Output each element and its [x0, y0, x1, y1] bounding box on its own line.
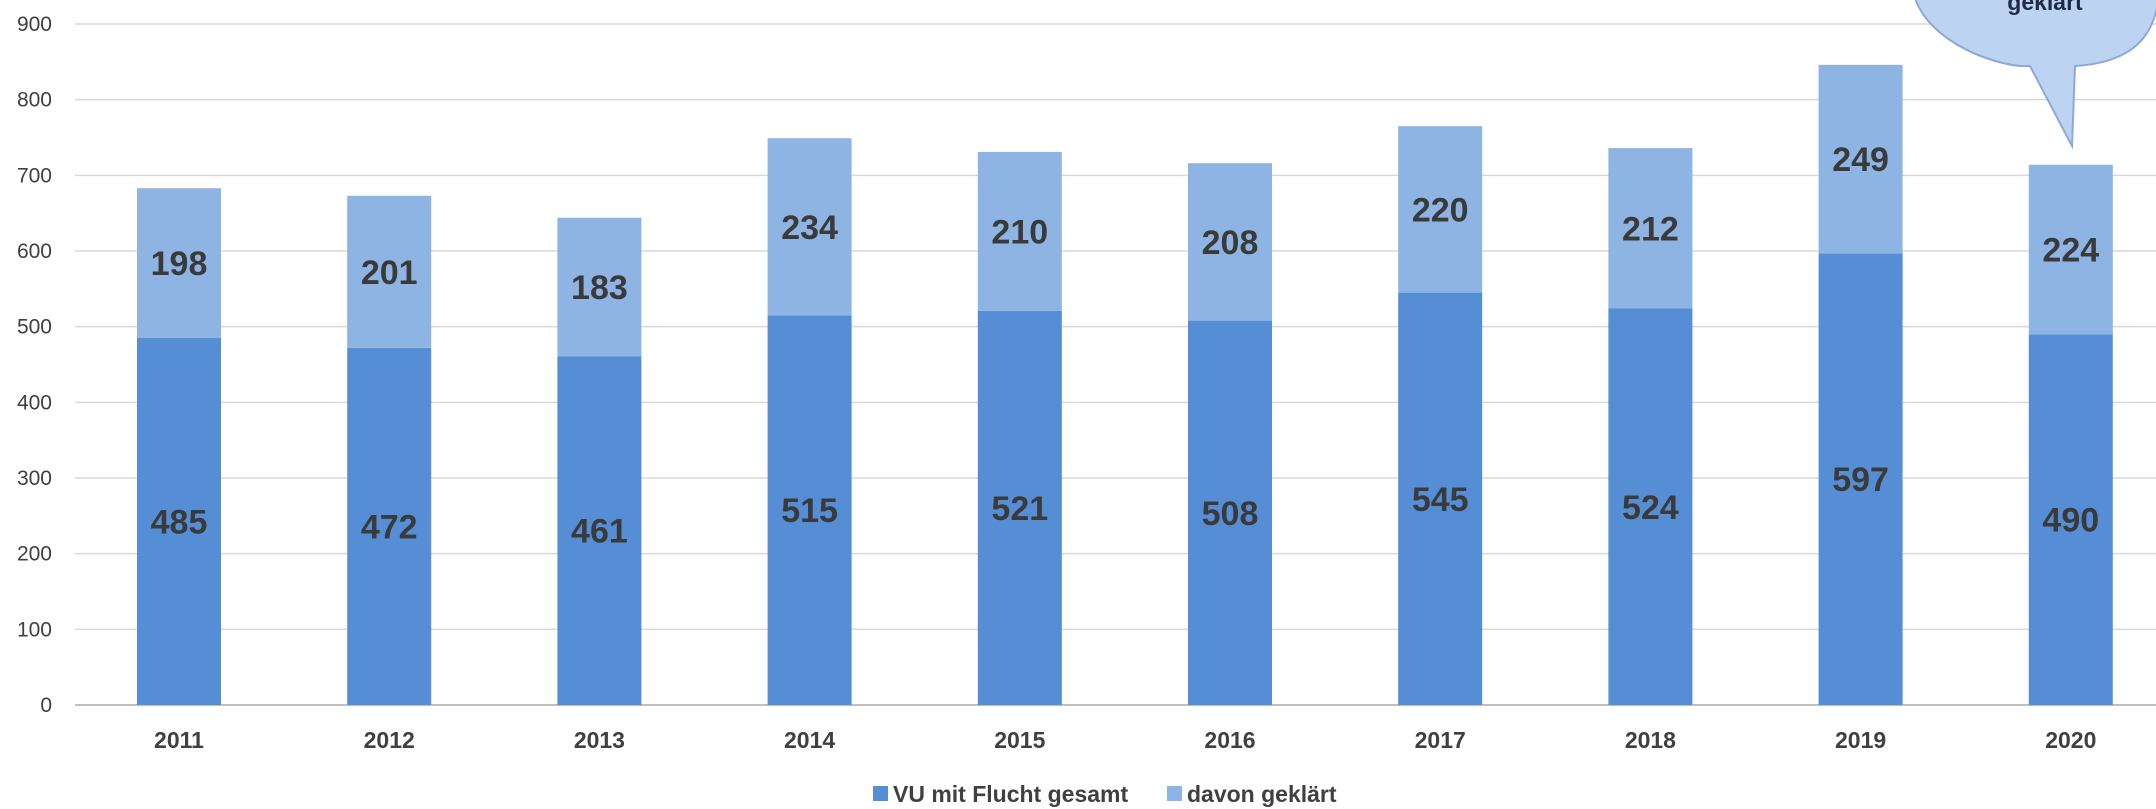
bar-segment-gesamt [137, 338, 221, 705]
data-label-geklaert: 220 [1412, 191, 1469, 229]
bar-segment-gesamt [347, 347, 432, 705]
bar-segment-geklaert [137, 188, 221, 339]
x-tick-label: 2014 [784, 727, 835, 753]
data-label-geklaert: 198 [151, 245, 208, 283]
legend-label: davon geklärt [1187, 781, 1337, 807]
data-label-geklaert: 210 [991, 213, 1048, 251]
y-tick-label: 700 [17, 164, 52, 187]
x-tick-label: 2017 [1415, 727, 1466, 753]
data-label-geklaert: 183 [571, 269, 628, 307]
x-tick-label: 2015 [994, 727, 1045, 753]
bar-segment-gesamt [1608, 308, 1693, 705]
y-tick-label: 0 [40, 694, 52, 717]
y-tick-label: 300 [17, 467, 52, 490]
bar-segment-gesamt [1818, 253, 1903, 705]
callout-label: geklärt [2007, 0, 2083, 15]
bar-segment-geklaert [977, 151, 1062, 311]
bar-segment-gesamt [767, 315, 852, 705]
x-tick-label: 2011 [154, 727, 204, 753]
data-label-geklaert: 208 [1202, 224, 1259, 262]
legend-swatch [873, 786, 888, 801]
bar-segment-geklaert [347, 195, 432, 348]
data-label-gesamt: 461 [571, 513, 628, 551]
bar-segment-geklaert [557, 217, 642, 357]
bar-segment-geklaert [1818, 64, 1903, 254]
bar-segment-geklaert [1398, 126, 1483, 293]
data-label-gesamt: 490 [2042, 502, 2099, 540]
bar-segment-gesamt [1398, 292, 1483, 705]
data-label-geklaert: 234 [781, 209, 838, 247]
data-label-geklaert: 212 [1622, 210, 1679, 248]
bar-segment-geklaert [1188, 163, 1272, 321]
x-tick-label: 2013 [574, 727, 625, 753]
y-tick-label: 500 [17, 316, 52, 339]
data-label-gesamt: 508 [1202, 495, 1259, 533]
bar-segment-gesamt [1188, 320, 1272, 705]
data-label-geklaert: 249 [1832, 141, 1889, 179]
data-label-gesamt: 472 [361, 508, 418, 546]
data-label-gesamt: 597 [1832, 461, 1889, 499]
data-label-gesamt: 515 [781, 492, 838, 530]
bars: 485 198 472 201 461 183 515 234 521 210 508 208 545 2… [137, 64, 2113, 705]
bar-segment-gesamt [977, 310, 1062, 705]
callout-shape [1914, 0, 2156, 150]
legend-swatch [1167, 786, 1182, 801]
y-tick-label: 200 [17, 543, 52, 566]
data-label-gesamt: 545 [1412, 481, 1469, 519]
legend-label: VU mit Flucht gesamt [893, 781, 1128, 807]
data-label-geklaert: 224 [2042, 231, 2099, 269]
y-tick-label: 100 [17, 618, 52, 641]
bar-segment-gesamt [2028, 334, 2113, 705]
bar-segment-gesamt [557, 356, 642, 705]
x-tick-label: 2016 [1204, 727, 1255, 753]
y-tick-label: 600 [17, 240, 52, 263]
data-label-gesamt: 521 [991, 490, 1048, 528]
y-tick-label: 900 [17, 13, 52, 36]
data-label-gesamt: 524 [1622, 489, 1679, 527]
data-label-geklaert: 201 [361, 254, 418, 292]
bar-segment-geklaert [1608, 148, 1693, 309]
data-label-gesamt: 485 [151, 504, 208, 542]
y-tick-label: 400 [17, 391, 52, 414]
x-tick-label: 2012 [364, 727, 415, 753]
x-tick-label: 2018 [1625, 727, 1676, 753]
callout-bubble: geklärt [1914, 0, 2156, 150]
bar-segment-geklaert [767, 138, 852, 316]
x-tick-label: 2020 [2045, 727, 2096, 753]
x-tick-label: 2019 [1835, 727, 1886, 753]
bar-segment-geklaert [2028, 164, 2113, 335]
legend: VU mit Flucht gesamt davon geklärt [873, 781, 1337, 807]
y-axis: 0 100 200 300 400 500 600 700 800 900 [17, 13, 52, 717]
y-tick-label: 800 [17, 89, 52, 112]
x-axis: 2011 2012 2013 2014 2015 2016 2017 2018 2019 2020 [154, 727, 2096, 753]
